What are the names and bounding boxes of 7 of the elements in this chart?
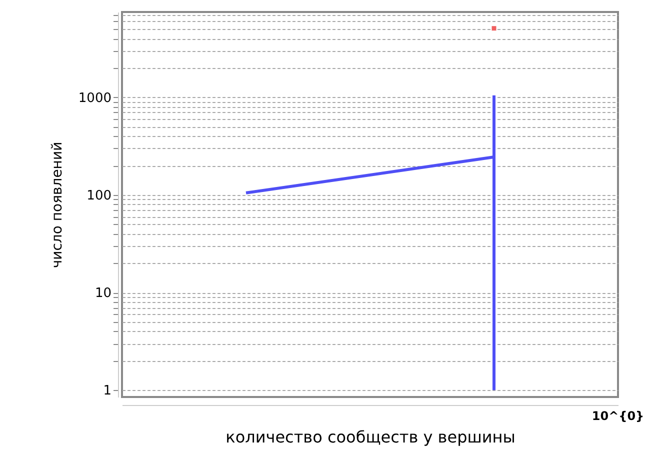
text: 10^{0} — [592, 409, 644, 423]
y-tick-label: 10 — [94, 286, 112, 302]
x-axis-title: количество сообществ у вершины — [226, 428, 516, 446]
y-tick-label: 1000 — [78, 90, 112, 106]
y-tick-label: 100 — [86, 188, 112, 204]
y-tick-label: 1 — [103, 384, 112, 399]
y-axis-title: число появлений — [49, 142, 66, 268]
